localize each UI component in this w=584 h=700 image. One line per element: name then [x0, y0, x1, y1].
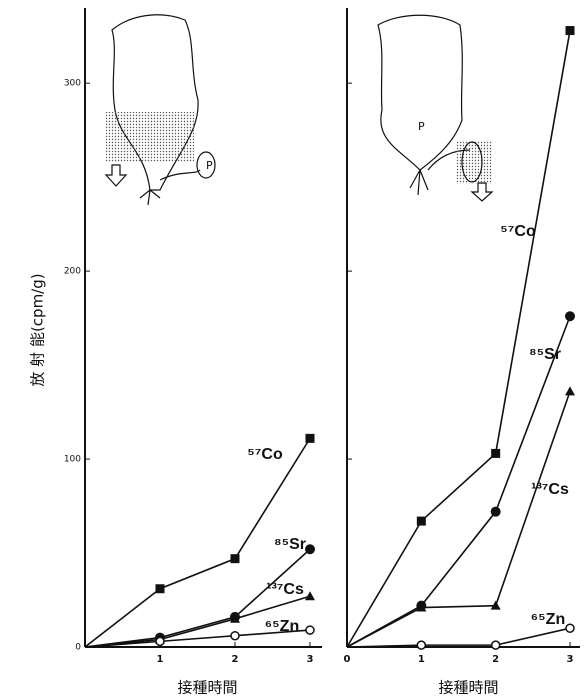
inset-label: P — [206, 159, 213, 172]
series-label: ⁶⁵Zn — [531, 611, 565, 628]
marker — [492, 641, 500, 649]
marker — [231, 632, 239, 640]
y-tick-label: 300 — [64, 79, 81, 89]
series-label: ⁵⁷Co — [247, 446, 283, 463]
x-tick-label: 0 — [344, 654, 351, 665]
marker — [305, 591, 315, 600]
x-axis-label: 接種時間 — [438, 679, 498, 697]
marker — [417, 517, 426, 526]
series-label: ⁶⁵Zn — [265, 618, 299, 635]
series-label: ¹³⁷Cs — [531, 481, 569, 498]
y-tick-label: 0 — [75, 643, 81, 653]
marker — [491, 449, 500, 458]
y-tick-label: 200 — [64, 267, 81, 277]
marker — [565, 311, 575, 321]
series-label: ⁵⁷Co — [500, 223, 536, 240]
marker — [566, 26, 575, 35]
chart: P P 放 射 能(cpm/g) 0 100 200 300 1 2 3 接種時間 ⁵⁷Co ⁸⁵… — [0, 0, 584, 700]
series-label: ⁸⁵Sr — [274, 536, 306, 553]
marker — [231, 554, 240, 563]
marker — [305, 544, 315, 554]
x-tick-label: 3 — [307, 654, 314, 665]
marker — [306, 434, 315, 443]
marker — [156, 637, 164, 645]
inset-right — [378, 15, 492, 201]
marker — [417, 641, 425, 649]
marker — [491, 507, 501, 517]
series-line — [347, 628, 570, 647]
series-label: ¹³⁷Cs — [266, 581, 304, 598]
marker — [565, 386, 575, 395]
x-tick-label: 1 — [157, 654, 164, 665]
inset-label: P — [418, 120, 425, 133]
marker — [566, 624, 574, 632]
x-tick-label: 2 — [232, 654, 239, 665]
marker — [156, 584, 165, 593]
series-line — [347, 391, 570, 647]
x-tick-label: 2 — [492, 654, 499, 665]
y-tick-label: 100 — [64, 455, 81, 465]
y-axis-label: 放 射 能(cpm/g) — [29, 273, 47, 386]
inset-left — [106, 15, 215, 205]
marker — [306, 626, 314, 634]
x-tick-label: 3 — [567, 654, 574, 665]
series-label: ⁸⁵Sr — [529, 346, 561, 363]
x-tick-label: 1 — [418, 654, 425, 665]
x-axis-label: 接種時間 — [177, 679, 237, 697]
